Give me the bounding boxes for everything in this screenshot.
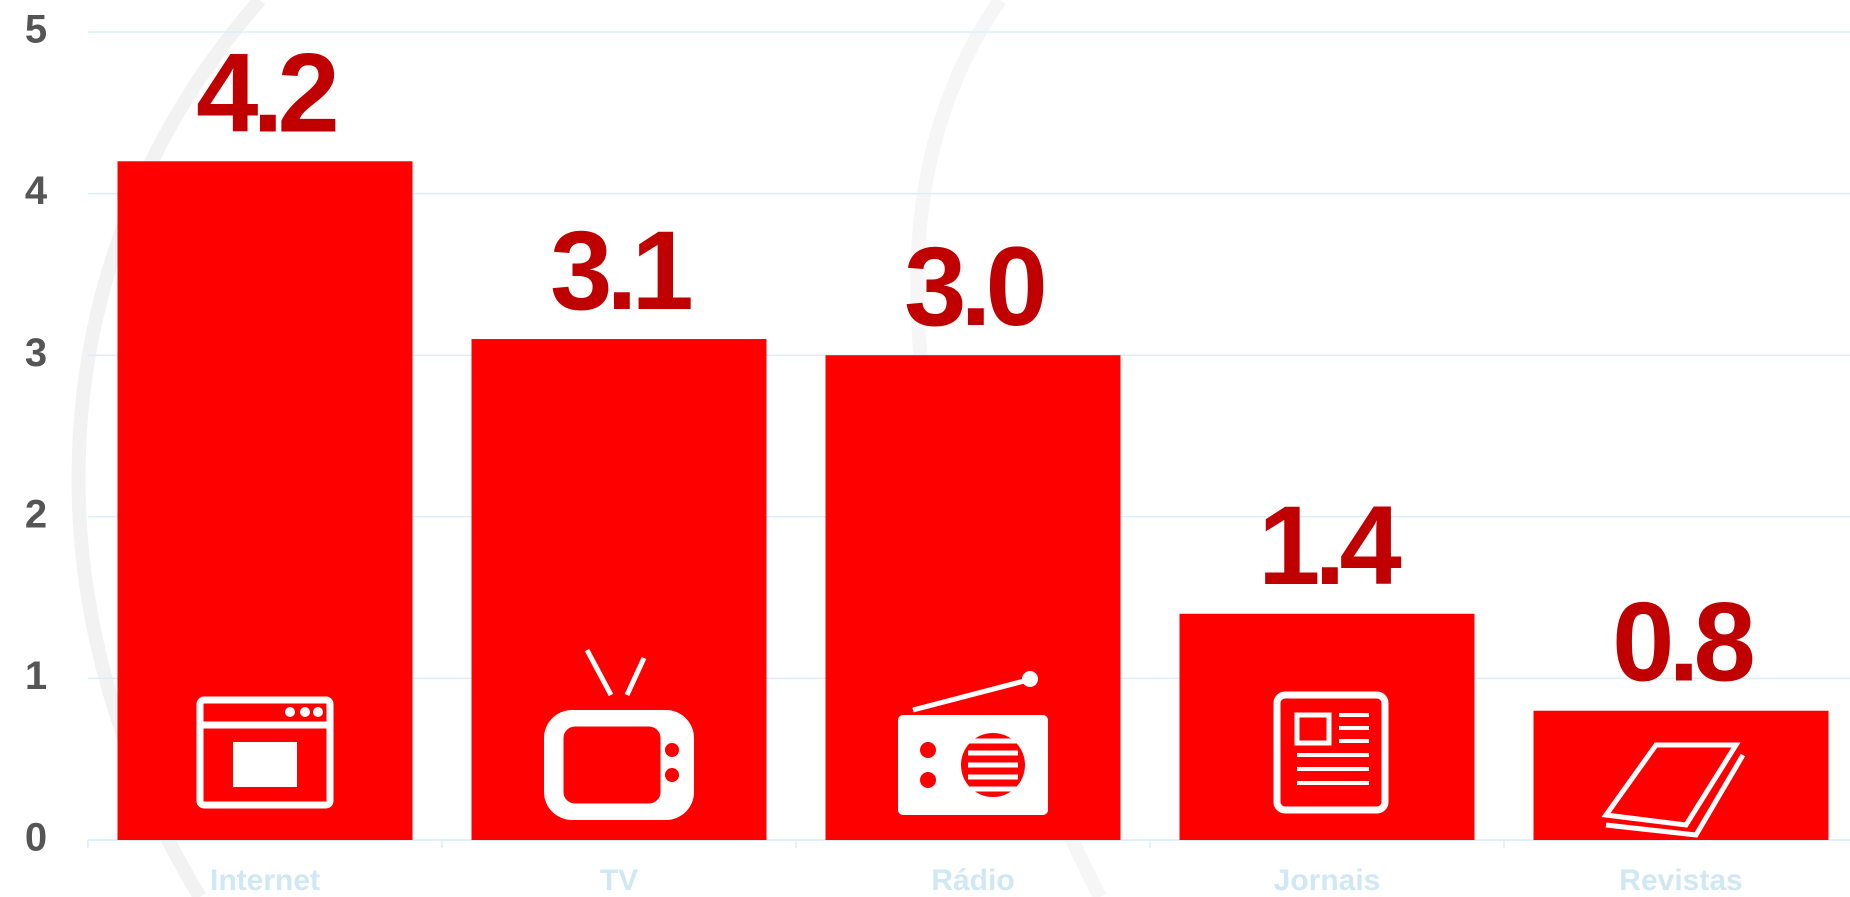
icon-tip (1022, 671, 1038, 687)
icon (196, 696, 334, 809)
y-tick-label: 5 (25, 8, 47, 52)
bar (1533, 710, 1829, 840)
value-label: 3.0 (904, 224, 1043, 349)
y-tick-label: 1 (25, 654, 47, 698)
icon-dot (285, 707, 295, 717)
icon-frame (1273, 691, 1389, 814)
icon (1601, 742, 1746, 838)
y-tick-label: 4 (25, 169, 48, 213)
icon-knob (920, 772, 936, 788)
icon-dot (313, 707, 323, 717)
x-tick-label: Rádio (931, 864, 1014, 897)
icon-antenna (584, 648, 647, 697)
icon-screen (563, 726, 661, 804)
value-label: 4.2 (196, 30, 335, 155)
y-tick-label: 0 (25, 816, 47, 860)
icon-box (233, 742, 297, 787)
x-tick-label: Jornais (1274, 864, 1381, 897)
icon-box (1294, 712, 1332, 746)
icon (898, 671, 1048, 815)
x-tick-label: Revistas (1619, 864, 1742, 897)
y-tick-label: 2 (25, 492, 47, 536)
icon-dot (300, 707, 310, 717)
value-label: 0.8 (1612, 580, 1752, 705)
value-label: 1.4 (1258, 483, 1401, 608)
x-tick-label: TV (600, 864, 638, 897)
icon (1273, 691, 1389, 814)
icon-magazine (1601, 742, 1746, 838)
icon (544, 648, 694, 820)
icon-knob (920, 742, 936, 758)
icon-knob (665, 768, 679, 782)
y-tick-label: 3 (25, 331, 47, 375)
icon-antenna (912, 677, 1029, 713)
bar (117, 161, 413, 840)
x-tick-label: Internet (210, 864, 320, 897)
icon-knob (665, 743, 679, 757)
value-label: 3.1 (550, 208, 691, 333)
icon-frame (196, 696, 334, 809)
